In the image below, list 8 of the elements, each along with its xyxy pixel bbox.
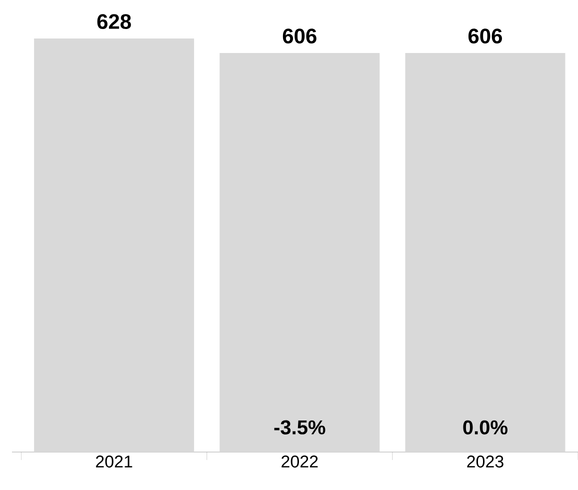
data-label: 628 [97,14,131,29]
x-tick-label: 2023 [467,456,504,468]
data-label: 606 [282,28,316,44]
x-tick-label: 2021 [96,456,132,468]
annotation: 0.0% [463,420,508,434]
data-label: 606 [468,28,502,44]
x-tick-label: 2022 [282,456,318,468]
annotation: -3.5% [274,420,326,434]
